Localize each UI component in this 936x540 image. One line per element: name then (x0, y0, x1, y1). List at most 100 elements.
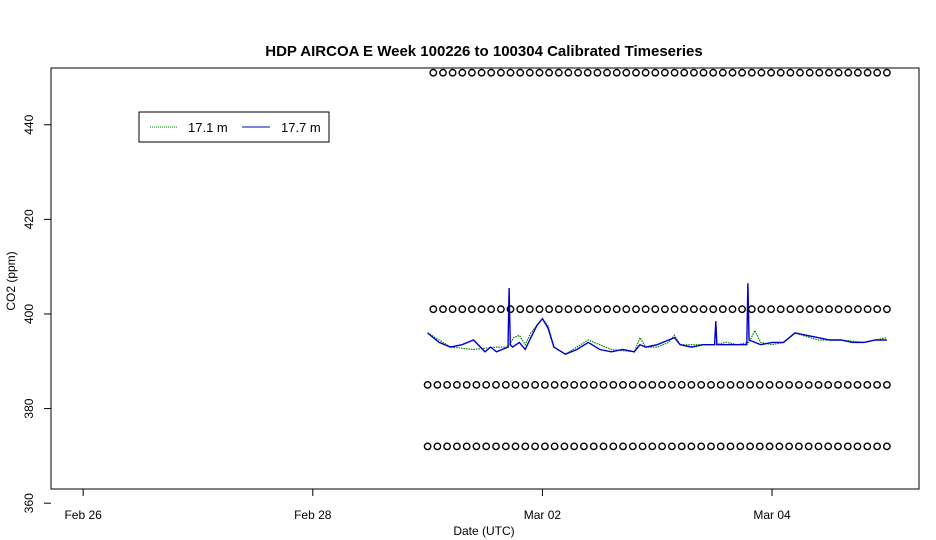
marker-cal-level-401 (593, 305, 602, 314)
marker-cal-level-401 (690, 305, 698, 314)
marker-cal-level-372 (580, 442, 588, 451)
marker-cal-level-372 (492, 442, 500, 451)
marker-cal-level-372 (638, 442, 647, 451)
marker-cal-level-401 (718, 305, 727, 314)
marker-cal-level-372 (746, 442, 754, 451)
series-layer (427, 283, 888, 355)
x-tick-label: Mar 02 (524, 508, 562, 522)
marker-cal-level-451 (834, 68, 843, 77)
marker-cal-level-401 (612, 305, 621, 314)
marker-cal-level-451 (767, 68, 775, 77)
marker-cal-level-372 (452, 442, 461, 451)
marker-cal-level-385 (697, 380, 706, 389)
marker-cal-level-401 (641, 305, 650, 314)
marker-cal-level-451 (439, 68, 447, 77)
marker-cal-level-451 (680, 68, 689, 77)
marker-cal-level-372 (785, 442, 793, 451)
marker-cal-level-372 (589, 442, 598, 451)
marker-cal-level-372 (648, 442, 657, 451)
marker-cal-level-385 (648, 380, 657, 389)
marker-cal-level-451 (535, 68, 544, 77)
marker-cal-level-401 (747, 305, 756, 314)
marker-cal-level-385 (795, 380, 803, 389)
y-tick-label: 380 (22, 398, 36, 418)
marker-cal-level-451 (825, 68, 833, 77)
marker-cal-level-372 (755, 442, 764, 451)
marker-cal-level-372 (697, 442, 706, 451)
marker-cal-level-385 (726, 380, 735, 389)
marker-cal-level-401 (525, 305, 534, 314)
marker-cal-level-385 (687, 380, 696, 389)
marker-cal-level-401 (467, 305, 476, 314)
marker-cal-level-451 (709, 68, 718, 77)
marker-cal-level-451 (796, 68, 804, 77)
marker-cal-level-451 (458, 68, 467, 77)
marker-cal-level-401 (448, 305, 457, 314)
marker-cal-level-401 (776, 305, 785, 314)
marker-cal-level-401 (458, 305, 467, 314)
marker-cal-level-372 (541, 442, 549, 451)
marker-cal-level-401 (767, 305, 775, 314)
marker-cal-level-451 (525, 68, 534, 77)
marker-cal-level-372 (726, 442, 735, 451)
series-line-17-1m (427, 317, 888, 355)
marker-cal-level-385 (501, 380, 510, 389)
marker-cal-level-385 (580, 380, 588, 389)
marker-cal-level-451 (776, 68, 785, 77)
marker-cal-level-385 (853, 380, 862, 389)
marker-cal-level-385 (765, 380, 774, 389)
series-line-17-7m (427, 283, 887, 355)
marker-cal-level-372 (687, 442, 696, 451)
marker-cal-level-385 (628, 380, 637, 389)
marker-cal-level-385 (570, 380, 579, 389)
marker-cal-level-372 (736, 442, 745, 451)
marker-cal-level-401 (535, 305, 544, 314)
marker-cal-level-385 (658, 380, 666, 389)
marker-cal-level-372 (560, 442, 569, 451)
marker-cal-level-401 (651, 305, 660, 314)
marker-cal-level-385 (462, 380, 471, 389)
marker-cal-level-401 (506, 305, 515, 314)
marker-cal-level-385 (716, 380, 725, 389)
marker-cal-level-401 (545, 305, 553, 314)
marker-cal-level-385 (775, 380, 784, 389)
marker-cal-level-401 (487, 305, 496, 314)
marker-cal-level-451 (574, 68, 582, 77)
marker-cal-level-451 (863, 68, 872, 77)
marker-cal-level-401 (834, 305, 843, 314)
marker-cal-level-401 (496, 305, 505, 314)
marker-cal-level-451 (873, 68, 882, 77)
marker-cal-level-451 (516, 68, 525, 77)
marker-cal-level-401 (583, 305, 592, 314)
marker-cal-level-385 (589, 380, 598, 389)
marker-cal-level-385 (423, 380, 432, 389)
marker-cal-level-372 (433, 442, 442, 451)
marker-cal-level-372 (883, 442, 891, 451)
marker-cal-level-451 (583, 68, 592, 77)
marker-cal-level-385 (511, 380, 520, 389)
legend-label-17-1m: 17.1 m (188, 120, 228, 135)
marker-cal-level-372 (521, 442, 530, 451)
marker-cal-level-451 (883, 68, 891, 77)
marker-cal-level-451 (699, 68, 708, 77)
marker-cal-level-401 (796, 305, 804, 314)
marker-cal-level-451 (506, 68, 515, 77)
marker-cal-level-372 (716, 442, 725, 451)
marker-cal-level-385 (541, 380, 549, 389)
marker-cal-level-451 (844, 68, 853, 77)
marker-cal-level-385 (550, 380, 559, 389)
marker-cal-level-385 (452, 380, 461, 389)
marker-cal-level-401 (805, 305, 814, 314)
marker-cal-level-451 (786, 68, 795, 77)
marker-cal-level-401 (709, 305, 718, 314)
marker-cal-level-401 (661, 305, 669, 314)
marker-cal-level-372 (775, 442, 784, 451)
x-axis-label: Date (UTC) (453, 524, 514, 538)
marker-cal-level-372 (824, 442, 833, 451)
marker-cal-level-401 (632, 305, 640, 314)
marker-cal-level-401 (883, 305, 891, 314)
marker-cal-level-401 (854, 305, 862, 314)
y-tick-label: 360 (22, 493, 36, 513)
marker-cal-level-385 (560, 380, 569, 389)
marker-cal-level-385 (609, 380, 618, 389)
